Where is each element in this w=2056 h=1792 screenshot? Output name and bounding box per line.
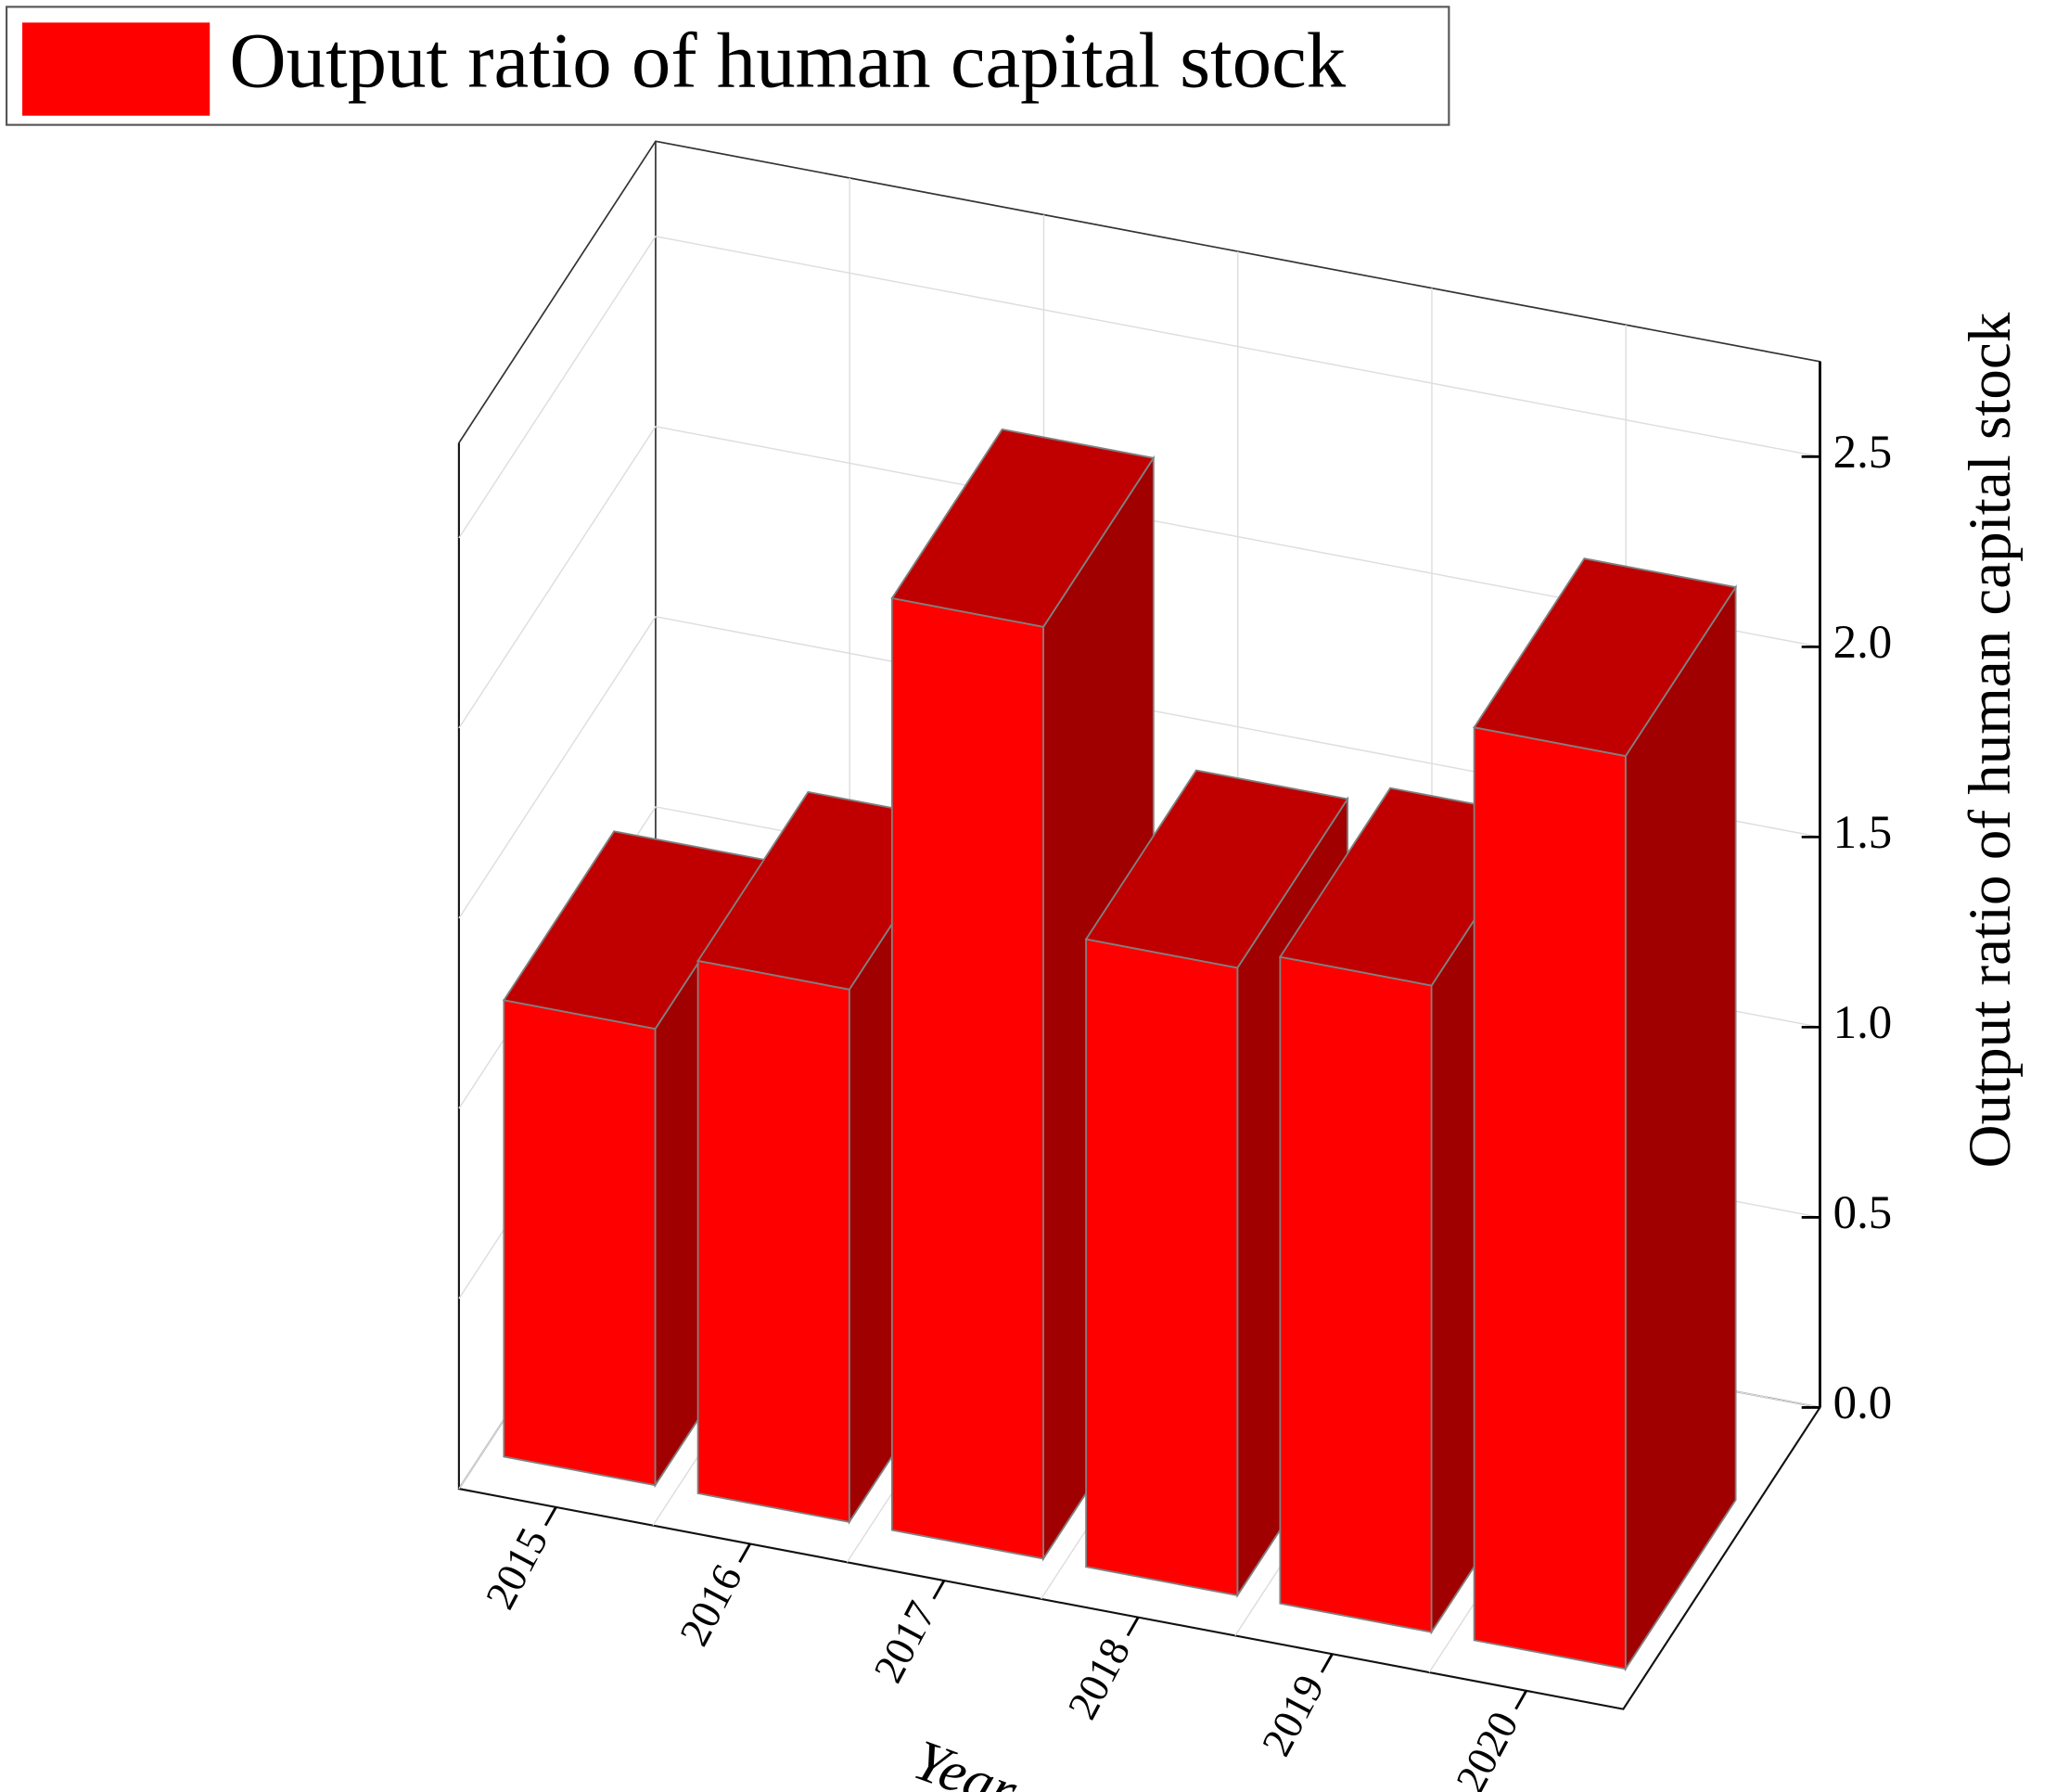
legend-swatch — [22, 22, 211, 116]
x-tick-label: 2017 — [864, 1594, 945, 1689]
x-axis-title: Year — [906, 1729, 1026, 1792]
x-tick-label: 2015 — [477, 1520, 557, 1616]
x-tick — [1320, 1653, 1334, 1673]
y-tick-label: 2.0 — [1833, 617, 1893, 669]
x-tick-label: 2016 — [670, 1557, 751, 1653]
bar — [503, 999, 657, 1487]
x-tick — [1514, 1690, 1528, 1710]
x-tick — [738, 1542, 751, 1563]
y-tick-label: 2.5 — [1833, 427, 1893, 479]
bar — [1085, 938, 1239, 1597]
legend: Output ratio of human capital stock — [6, 6, 1450, 126]
x-tick-label: 2020 — [1447, 1704, 1527, 1792]
bar — [890, 596, 1044, 1560]
x-tick — [932, 1580, 946, 1600]
bar-side — [1624, 583, 1737, 1672]
bar — [696, 959, 850, 1523]
x-tick — [1126, 1616, 1140, 1637]
bar — [1279, 955, 1433, 1633]
legend-box — [6, 6, 1450, 126]
y-axis-title: Output ratio of human capital stock — [1957, 312, 2024, 1168]
legend-label: Output ratio of human capital stock — [229, 17, 1346, 104]
y-tick-label: 0.5 — [1833, 1187, 1893, 1239]
y-tick-label: 1.5 — [1833, 807, 1893, 859]
bar — [1473, 726, 1627, 1670]
y-tick-label: 0.0 — [1833, 1377, 1893, 1429]
x-tick-label: 2019 — [1253, 1668, 1334, 1763]
x-tick-label: 2018 — [1059, 1631, 1140, 1726]
y-tick-label: 1.0 — [1833, 997, 1893, 1049]
x-tick — [543, 1506, 557, 1527]
